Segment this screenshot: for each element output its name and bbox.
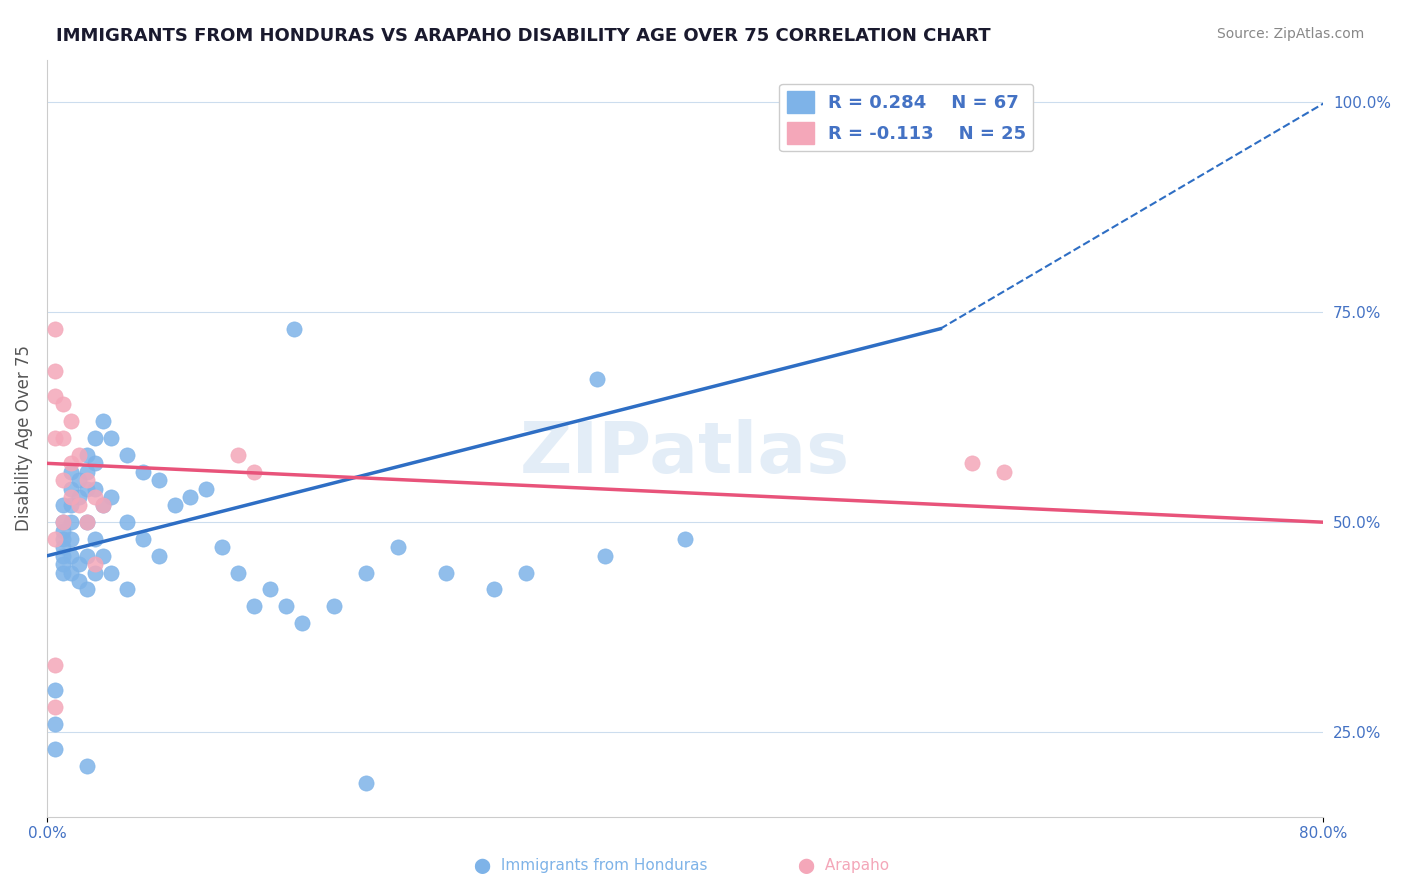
Point: [595, 549, 617, 563]
Point: [67, 574, 90, 588]
Point: [91, 499, 114, 513]
Point: [67, 473, 90, 487]
Point: [83, 456, 105, 470]
Text: ZIPatlas: ZIPatlas: [520, 418, 851, 488]
Point: [83, 532, 105, 546]
Point: [673, 532, 696, 546]
Point: [100, 431, 122, 445]
Point: [131, 465, 153, 479]
Point: [67, 448, 90, 462]
Point: [83, 490, 105, 504]
Point: [52, 532, 75, 546]
Point: [67, 558, 90, 572]
Point: [59, 490, 82, 504]
Point: [482, 582, 505, 597]
Point: [83, 558, 105, 572]
Point: [44, 742, 66, 756]
Point: [211, 541, 233, 555]
Point: [163, 499, 186, 513]
Point: [59, 414, 82, 428]
Point: [52, 431, 75, 445]
Point: [59, 482, 82, 496]
Point: [59, 549, 82, 563]
Point: [52, 473, 75, 487]
Point: [195, 482, 218, 496]
Point: [44, 532, 66, 546]
Point: [91, 414, 114, 428]
Point: [44, 700, 66, 714]
Point: [993, 465, 1015, 479]
Point: [52, 515, 75, 529]
Point: [76, 448, 98, 462]
Point: [52, 515, 75, 529]
Point: [44, 364, 66, 378]
Point: [586, 372, 609, 386]
Point: [59, 566, 82, 580]
Point: [91, 549, 114, 563]
Point: [228, 566, 250, 580]
Point: [83, 482, 105, 496]
Point: [91, 499, 114, 513]
Point: [115, 448, 138, 462]
Point: [387, 541, 409, 555]
Point: [100, 490, 122, 504]
Legend: R = 0.284    N = 67, R = -0.113    N = 25: R = 0.284 N = 67, R = -0.113 N = 25: [779, 84, 1033, 152]
Point: [76, 515, 98, 529]
Text: IMMIGRANTS FROM HONDURAS VS ARAPAHO DISABILITY AGE OVER 75 CORRELATION CHART: IMMIGRANTS FROM HONDURAS VS ARAPAHO DISA…: [56, 27, 991, 45]
Point: [515, 566, 537, 580]
Point: [52, 397, 75, 411]
Point: [76, 473, 98, 487]
Point: [44, 658, 66, 673]
Point: [52, 558, 75, 572]
Point: [44, 683, 66, 698]
Point: [962, 456, 984, 470]
Y-axis label: Disability Age Over 75: Disability Age Over 75: [15, 345, 32, 531]
Point: [52, 566, 75, 580]
Point: [115, 515, 138, 529]
Point: [59, 532, 82, 546]
Point: [59, 515, 82, 529]
Point: [44, 717, 66, 731]
Point: [276, 599, 298, 614]
Point: [59, 499, 82, 513]
Point: [67, 499, 90, 513]
Point: [76, 549, 98, 563]
Point: [44, 389, 66, 403]
Point: [354, 566, 377, 580]
Point: [52, 524, 75, 538]
Point: [228, 448, 250, 462]
Point: [76, 465, 98, 479]
Point: [179, 490, 201, 504]
Point: [243, 599, 266, 614]
Point: [52, 549, 75, 563]
Point: [323, 599, 346, 614]
Point: [76, 482, 98, 496]
Point: [76, 582, 98, 597]
Point: [148, 549, 170, 563]
Point: [243, 465, 266, 479]
Point: [76, 759, 98, 773]
Point: [434, 566, 457, 580]
Point: [59, 456, 82, 470]
Point: [44, 431, 66, 445]
Point: [259, 582, 281, 597]
Point: [44, 322, 66, 336]
Point: [100, 566, 122, 580]
Point: [131, 532, 153, 546]
Point: [67, 490, 90, 504]
Point: [52, 499, 75, 513]
Point: [354, 776, 377, 790]
Point: [76, 515, 98, 529]
Point: [83, 431, 105, 445]
Point: [115, 582, 138, 597]
Text: ⬤  Immigrants from Honduras: ⬤ Immigrants from Honduras: [474, 858, 707, 874]
Point: [83, 566, 105, 580]
Text: Source: ZipAtlas.com: Source: ZipAtlas.com: [1216, 27, 1364, 41]
Point: [283, 322, 305, 336]
Point: [291, 616, 314, 631]
Point: [148, 473, 170, 487]
Point: [59, 465, 82, 479]
Text: ⬤  Arapaho: ⬤ Arapaho: [799, 858, 889, 874]
Point: [52, 541, 75, 555]
